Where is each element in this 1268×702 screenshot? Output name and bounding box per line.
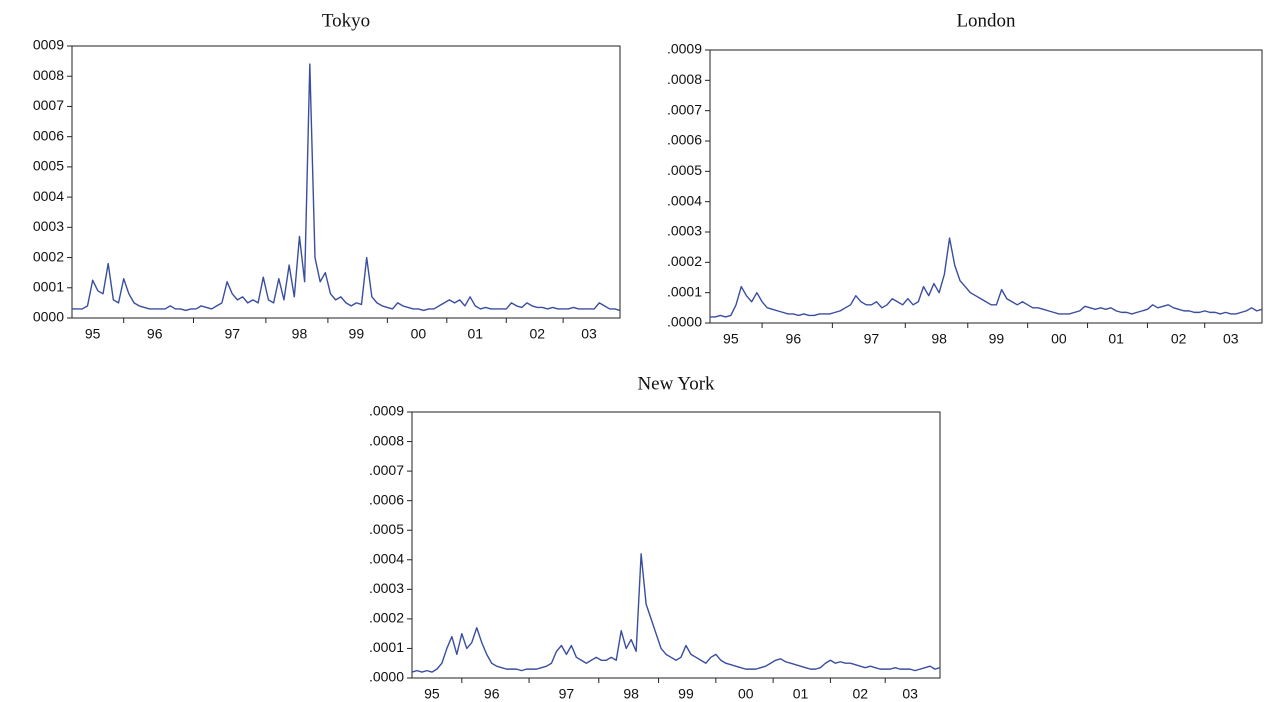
- x-tick-label: 97: [864, 331, 880, 347]
- x-tick-label: 01: [1108, 331, 1124, 347]
- y-tick-label: .0002: [369, 610, 404, 626]
- x-tick-label: 95: [424, 686, 440, 702]
- y-tick-label: .0008: [369, 432, 404, 448]
- y-tick-label: 0009: [33, 37, 64, 53]
- y-tick-label: .0000: [369, 669, 404, 685]
- x-tick-label: 01: [467, 326, 483, 342]
- x-tick-label: 95: [723, 331, 739, 347]
- x-tick-label: 98: [931, 331, 947, 347]
- x-tick-label: 96: [147, 326, 163, 342]
- y-tick-label: 0006: [33, 127, 64, 143]
- plot-frame: [709, 49, 1263, 324]
- y-tick-label: .0004: [369, 550, 404, 566]
- x-tick-label: 00: [411, 326, 427, 342]
- x-tick-label: 03: [902, 686, 918, 702]
- x-tick-label: 96: [484, 686, 500, 702]
- y-tick-label: .0006: [667, 132, 702, 148]
- x-tick-label: 99: [349, 326, 365, 342]
- x-tick-label: 99: [989, 331, 1005, 347]
- x-tick-label: 02: [529, 326, 545, 342]
- x-tick-label: 00: [738, 686, 754, 702]
- series-line: [411, 553, 941, 673]
- x-tick-label: 95: [85, 326, 101, 342]
- y-tick-label: 0004: [33, 188, 64, 204]
- chart-title: London: [956, 10, 1016, 31]
- y-tick-label: .0001: [667, 283, 702, 299]
- series-line: [710, 237, 1263, 318]
- y-tick-label: .0009: [369, 403, 404, 419]
- y-tick-label: .0003: [667, 223, 702, 239]
- y-tick-label: 0000: [33, 309, 64, 325]
- y-tick-label: 0007: [33, 97, 64, 113]
- y-tick-label: 0003: [33, 218, 64, 234]
- x-tick-label: 98: [623, 686, 639, 702]
- x-tick-label: 99: [678, 686, 694, 702]
- x-tick-label: 00: [1051, 331, 1067, 347]
- y-tick-label: .0003: [369, 580, 404, 596]
- y-tick-label: .0002: [667, 253, 702, 269]
- y-tick-label: .0007: [369, 462, 404, 478]
- y-tick-label: .0007: [667, 101, 702, 117]
- y-tick-label: 0005: [33, 158, 64, 174]
- y-tick-label: 0008: [33, 67, 64, 83]
- y-tick-label: .0006: [369, 491, 404, 507]
- x-tick-label: 98: [292, 326, 308, 342]
- y-tick-label: 0002: [33, 248, 64, 264]
- y-tick-label: .0005: [667, 162, 702, 178]
- y-tick-label: .0005: [369, 521, 404, 537]
- y-tick-label: .0009: [667, 41, 702, 57]
- y-tick-label: .0008: [667, 71, 702, 87]
- x-tick-label: 02: [1171, 331, 1187, 347]
- x-tick-label: 01: [793, 686, 809, 702]
- y-tick-label: .0001: [369, 639, 404, 655]
- x-tick-label: 96: [786, 331, 802, 347]
- plot-frame: [71, 45, 621, 319]
- plot-frame: [411, 411, 941, 679]
- chart-title: New York: [637, 373, 715, 394]
- x-tick-label: 02: [853, 686, 869, 702]
- chart-title: Tokyo: [322, 10, 370, 31]
- x-tick-label: 97: [559, 686, 575, 702]
- y-tick-label: .0000: [667, 314, 702, 330]
- series-line: [72, 63, 621, 312]
- y-tick-label: .0004: [667, 192, 702, 208]
- x-tick-label: 97: [224, 326, 240, 342]
- x-tick-label: 03: [581, 326, 597, 342]
- y-tick-label: 0001: [33, 278, 64, 294]
- x-tick-label: 03: [1223, 331, 1239, 347]
